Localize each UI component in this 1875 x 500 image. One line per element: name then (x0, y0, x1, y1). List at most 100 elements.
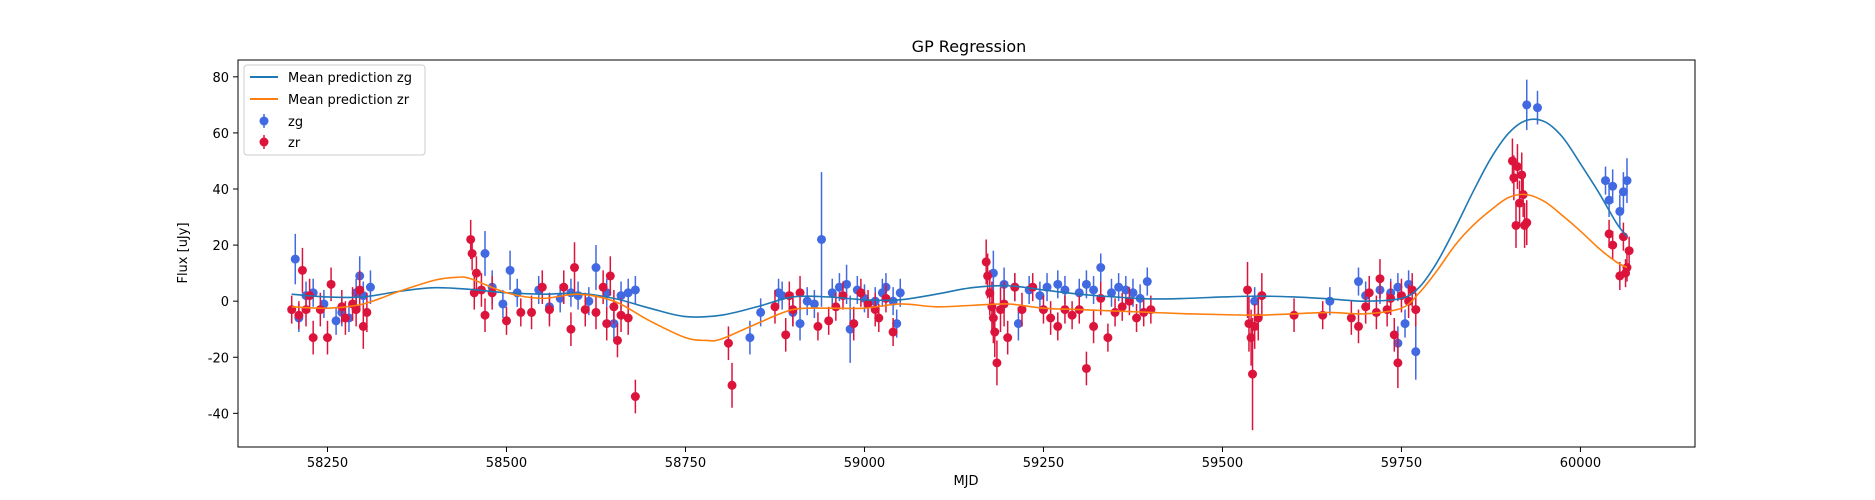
data-point-zr (308, 333, 318, 343)
data-point-zr (727, 380, 737, 390)
data-point-zr (770, 302, 780, 312)
data-point-zr (856, 288, 866, 298)
data-point-zr (1604, 229, 1614, 239)
data-point-zg (498, 299, 508, 309)
data-point-zr (1624, 246, 1634, 256)
data-point-zr (1411, 305, 1421, 315)
y-tick-label: 40 (212, 183, 229, 198)
data-point-zg (1250, 296, 1260, 306)
data-point-zr (824, 316, 834, 326)
data-point-zr (849, 319, 859, 329)
x-tick-label: 58500 (486, 456, 527, 471)
data-point-zr (1246, 333, 1256, 343)
y-axis-ticks: -40 -20 0 20 40 60 80 (208, 71, 238, 422)
data-point-zg (591, 263, 601, 273)
data-point-zg (290, 254, 300, 264)
data-point-zr (362, 307, 372, 317)
data-point-zr (616, 310, 626, 320)
data-point-zr (605, 271, 615, 281)
x-tick-label: 59500 (1202, 456, 1243, 471)
data-point-zr (874, 313, 884, 323)
y-tick-label: 20 (212, 239, 229, 254)
data-point-zg (1532, 103, 1542, 113)
data-point-zr (1517, 170, 1527, 180)
data-point-zg (1608, 181, 1618, 191)
data-point-zr (480, 310, 490, 320)
data-point-zg (1096, 263, 1106, 273)
data-point-zr (1103, 333, 1113, 343)
plot-area (237, 59, 1696, 448)
data-point-zr (990, 327, 1000, 337)
data-point-zr (537, 282, 547, 292)
data-point-zr (566, 324, 576, 334)
legend-label-zr-line: Mean prediction zr (288, 93, 410, 108)
data-point-zr (1132, 313, 1142, 323)
data-point-zr (1404, 296, 1414, 306)
legend-zg-marker (259, 114, 269, 128)
data-point-zg (809, 299, 819, 309)
data-point-zr (580, 305, 590, 315)
data-point-zg (1114, 282, 1124, 292)
data-point-zr (355, 285, 365, 295)
data-point-zr (1522, 218, 1532, 228)
x-tick-label: 59750 (1381, 456, 1422, 471)
data-point-zr (326, 279, 336, 289)
data-point-zg (630, 285, 640, 295)
x-tick-label: 59250 (1023, 456, 1064, 471)
data-point-zr (315, 305, 325, 315)
data-point-zg (480, 249, 490, 258)
data-point-zg (842, 279, 852, 289)
y-tick-label: -40 (208, 407, 229, 422)
data-point-zr (623, 313, 633, 323)
data-point-zr (992, 358, 1002, 368)
data-point-zr (831, 302, 841, 312)
data-point-zg (1353, 277, 1363, 287)
data-point-zr (527, 307, 537, 317)
legend-box (243, 64, 426, 156)
data-point-zr (1393, 358, 1403, 368)
data-point-zr (630, 392, 640, 402)
data-point-zr (1038, 305, 1048, 315)
data-layer (287, 79, 1634, 431)
data-point-zg (1128, 288, 1138, 298)
data-point-zr (1046, 313, 1056, 323)
data-point-zg (365, 282, 375, 292)
data-point-zr (983, 271, 993, 281)
data-point-zg (1121, 285, 1131, 295)
data-point-zr (1511, 220, 1521, 230)
data-point-zr (988, 313, 998, 323)
data-point-zr (297, 265, 307, 275)
data-point-zr (340, 313, 350, 323)
data-point-zg (1400, 319, 1410, 329)
data-point-zg (892, 319, 902, 329)
data-point-zr (1250, 321, 1260, 331)
data-point-zg (1053, 279, 1063, 289)
data-point-zr (1361, 302, 1371, 312)
data-point-zr (1067, 310, 1077, 320)
data-point-zr (1089, 321, 1099, 331)
data-point-zg (745, 333, 755, 343)
y-tick-label: 60 (212, 127, 229, 142)
legend: Mean prediction zg Mean prediction zr zg… (243, 64, 426, 156)
data-point-zr (1117, 302, 1127, 312)
data-point-zg (505, 265, 515, 275)
x-tick-label: 58750 (665, 456, 706, 471)
data-point-zg (756, 307, 766, 317)
data-point-zg (777, 291, 787, 301)
data-point-zg (1081, 279, 1091, 289)
data-point-zr (795, 288, 805, 298)
chart-title: GP Regression (912, 37, 1027, 56)
data-point-zg (1618, 187, 1628, 197)
x-tick-label: 59000 (844, 456, 885, 471)
data-point-zr (1017, 305, 1027, 315)
data-point-zr (1353, 321, 1363, 331)
data-point-zr (981, 257, 991, 267)
mean-line-zr (291, 193, 1628, 342)
data-point-zr (598, 282, 608, 292)
data-point-zg (1604, 195, 1614, 205)
data-point-zr (1346, 313, 1356, 323)
data-point-zr (1124, 296, 1134, 306)
data-point-zg (834, 282, 844, 292)
legend-zr-marker (259, 135, 269, 149)
